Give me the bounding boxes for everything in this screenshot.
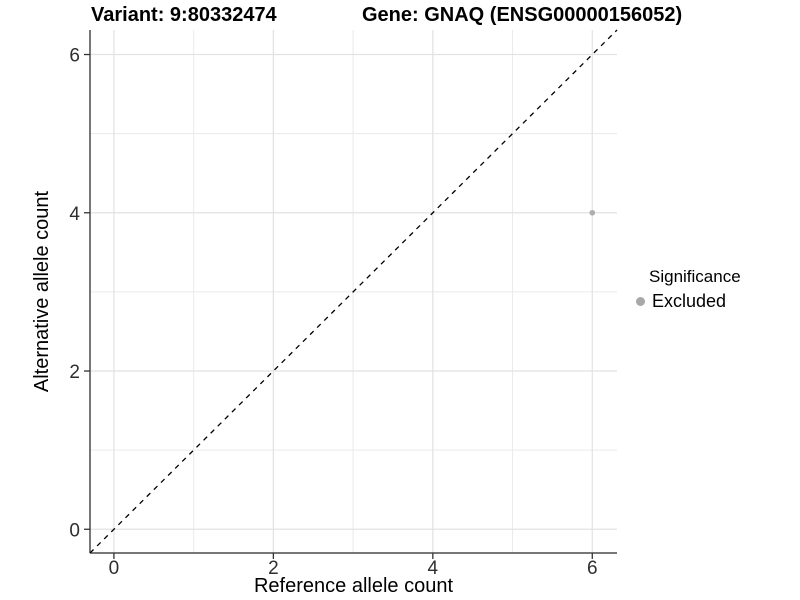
x-axis-title: Reference allele count (253, 575, 453, 597)
data-point-excluded (589, 209, 596, 216)
legend-item-label: Excluded (652, 291, 727, 311)
legend: Significance Excluded (630, 267, 741, 312)
x-tick-label: 4 (428, 558, 439, 579)
y-tick-label: 4 (69, 204, 80, 225)
x-tick-label: 6 (587, 558, 598, 579)
y-axis-title: Alternative allele count (31, 190, 53, 393)
excluded-point-icon (636, 297, 645, 306)
legend-item-excluded: Excluded (630, 291, 741, 312)
plot-title-gene: Gene: GNAQ (ENSG00000156052) (362, 4, 683, 26)
y-tick-label: 0 (69, 520, 80, 541)
identity-dashed-line (89, 29, 618, 554)
plot-title-variant: Variant: 9:80332474 (91, 4, 277, 26)
x-tick-label: 2 (268, 558, 279, 579)
x-tick-label: 0 (109, 558, 120, 579)
y-tick-label: 6 (69, 46, 80, 67)
y-tick-label: 2 (69, 362, 80, 383)
legend-title: Significance (649, 267, 741, 286)
